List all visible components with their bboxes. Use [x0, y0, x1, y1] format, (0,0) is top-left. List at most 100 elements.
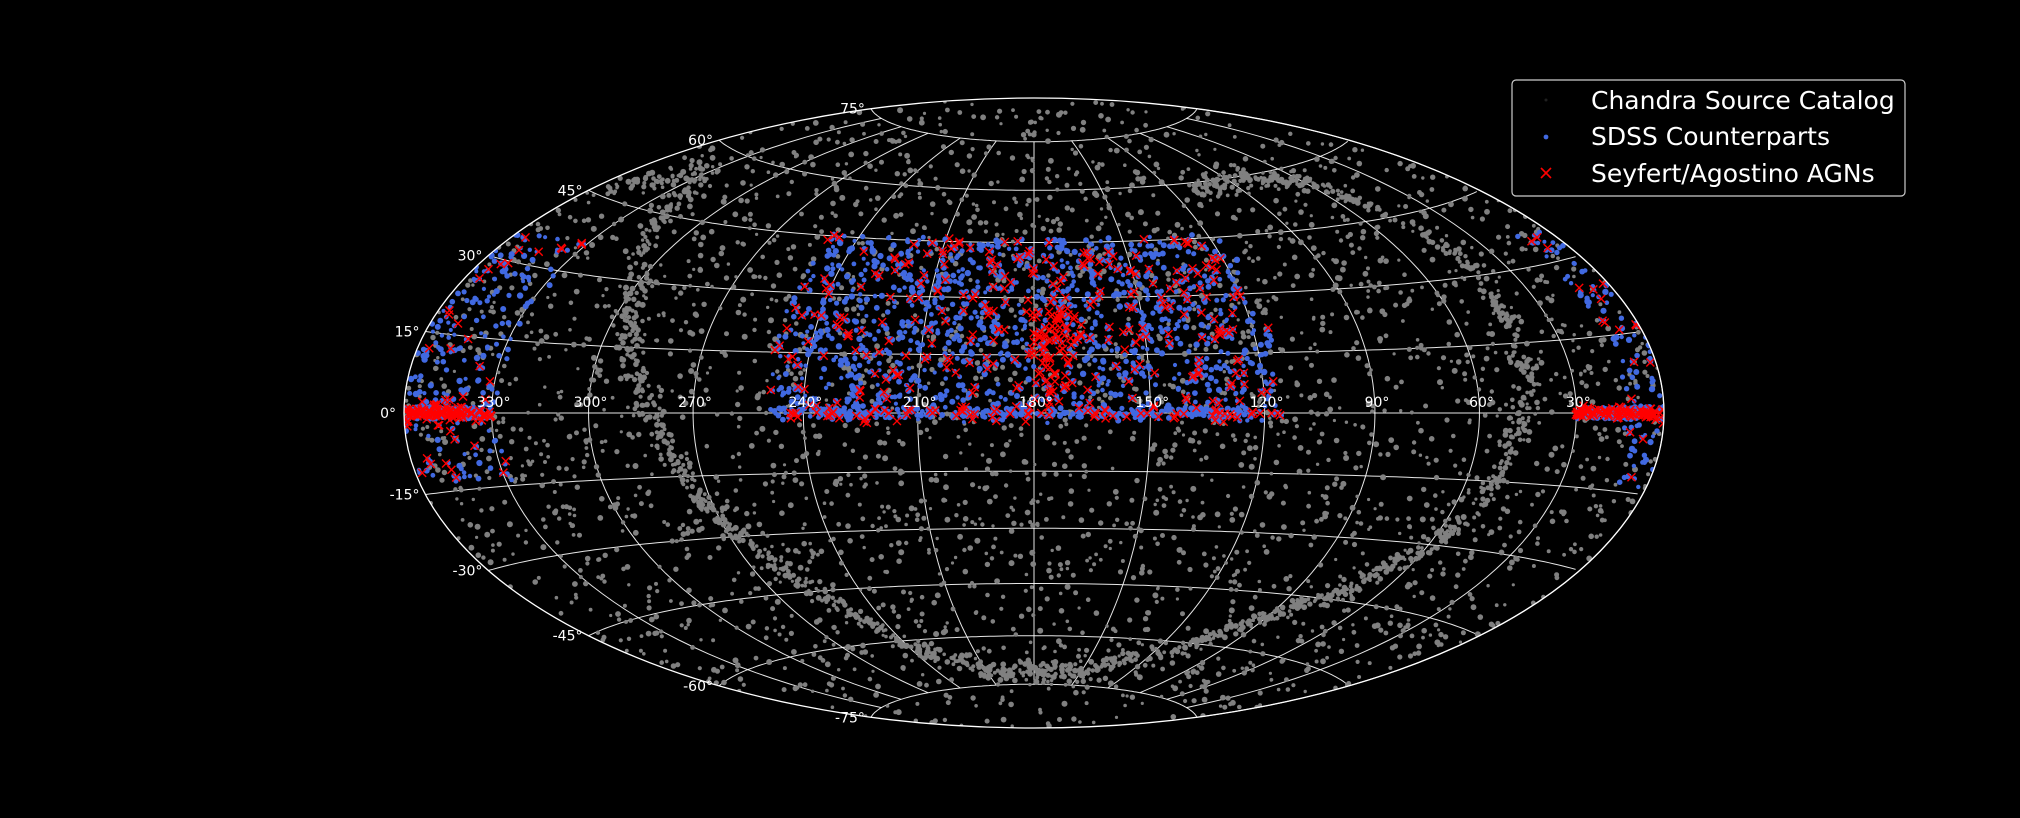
chandra-point [944, 516, 951, 523]
chandra-point [1133, 670, 1138, 675]
chandra-point [1246, 335, 1251, 340]
chandra-point [618, 284, 622, 289]
chandra-point [1320, 641, 1326, 647]
chandra-point [1506, 455, 1512, 461]
chandra-point [535, 221, 541, 227]
chandra-point [1187, 566, 1193, 573]
chandra-point [756, 521, 763, 528]
chandra-point [685, 526, 691, 531]
chandra-point [801, 273, 807, 279]
chandra-point [691, 600, 697, 606]
chandra-point [766, 438, 772, 443]
chandra-point [687, 464, 693, 470]
chandra-point [1448, 201, 1454, 208]
sdss-point [955, 395, 960, 400]
chandra-point [1527, 415, 1531, 420]
chandra-point [1353, 465, 1359, 471]
chandra-point [986, 648, 992, 654]
chandra-point [633, 310, 638, 314]
chandra-point [1260, 143, 1266, 149]
chandra-point [879, 526, 883, 530]
chandra-point [1351, 623, 1355, 627]
chandra-point [989, 556, 995, 561]
chandra-point [715, 412, 720, 417]
chandra-point [1290, 168, 1297, 174]
chandra-point [1160, 533, 1165, 538]
chandra-point [955, 211, 960, 217]
chandra-point [744, 510, 750, 517]
chandra-point [1425, 236, 1429, 240]
chandra-point [754, 192, 759, 197]
chandra-point [903, 183, 909, 189]
chandra-point [1211, 556, 1216, 561]
chandra-point [1279, 139, 1285, 146]
chandra-point [475, 535, 479, 540]
chandra-point [1436, 366, 1441, 371]
chandra-point [1244, 666, 1250, 671]
chandra-point [831, 624, 837, 631]
chandra-point [1326, 592, 1330, 596]
chandra-point [1029, 585, 1034, 590]
chandra-point [915, 701, 920, 706]
chandra-point [1477, 287, 1483, 293]
chandra-point [1465, 260, 1470, 266]
chandra-point [785, 572, 792, 578]
chandra-point [1427, 573, 1433, 579]
chandra-point [1560, 509, 1567, 516]
chandra-point [1047, 561, 1052, 566]
chandra-point [1460, 514, 1467, 520]
chandra-point [1112, 488, 1119, 495]
chandra-point [1301, 179, 1306, 184]
chandra-point [1437, 628, 1441, 632]
chandra-point [1460, 275, 1464, 280]
chandra-point [1156, 586, 1160, 590]
chandra-point [649, 218, 653, 223]
chandra-point [800, 453, 806, 460]
chandra-point [1306, 597, 1311, 602]
chandra-point [1127, 229, 1132, 234]
chandra-point [1192, 430, 1198, 436]
sdss-point [871, 318, 877, 324]
chandra-point [986, 498, 993, 505]
chandra-point [800, 429, 806, 435]
chandra-point [1507, 565, 1513, 571]
chandra-point [1132, 169, 1138, 175]
chandra-point [1313, 342, 1317, 347]
chandra-point [807, 588, 811, 593]
chandra-point [1099, 221, 1104, 226]
chandra-point [683, 626, 688, 630]
chandra-point [1205, 111, 1211, 117]
chandra-point [1421, 627, 1427, 634]
chandra-point [1430, 307, 1435, 311]
chandra-point [1393, 302, 1399, 308]
chandra-point [835, 227, 841, 233]
chandra-point [1028, 682, 1032, 687]
chandra-point [563, 504, 570, 510]
chandra-point [763, 547, 767, 552]
chandra-point [1277, 444, 1281, 448]
chandra-point [848, 151, 855, 158]
chandra-point [1403, 557, 1407, 562]
chandra-point [1524, 247, 1528, 252]
chandra-point [1430, 568, 1435, 572]
chandra-point [1023, 459, 1029, 465]
chandra-point [441, 383, 448, 389]
chandra-point [1045, 109, 1050, 115]
chandra-point [624, 619, 628, 624]
chandra-point [1415, 345, 1420, 350]
chandra-point [928, 436, 932, 440]
chandra-point [593, 395, 597, 400]
chandra-point [1269, 612, 1274, 617]
chandra-point [1353, 423, 1357, 427]
chandra-point [727, 524, 732, 529]
chandra-point [1230, 699, 1236, 706]
chandra-point [797, 682, 803, 688]
chandra-point [1291, 605, 1296, 610]
chandra-point [1095, 389, 1100, 394]
chandra-point [705, 281, 710, 287]
chandra-point [964, 193, 969, 198]
chandra-point [926, 526, 931, 531]
chandra-point [769, 554, 775, 561]
chandra-point [624, 564, 631, 570]
chandra-point [1461, 567, 1466, 571]
